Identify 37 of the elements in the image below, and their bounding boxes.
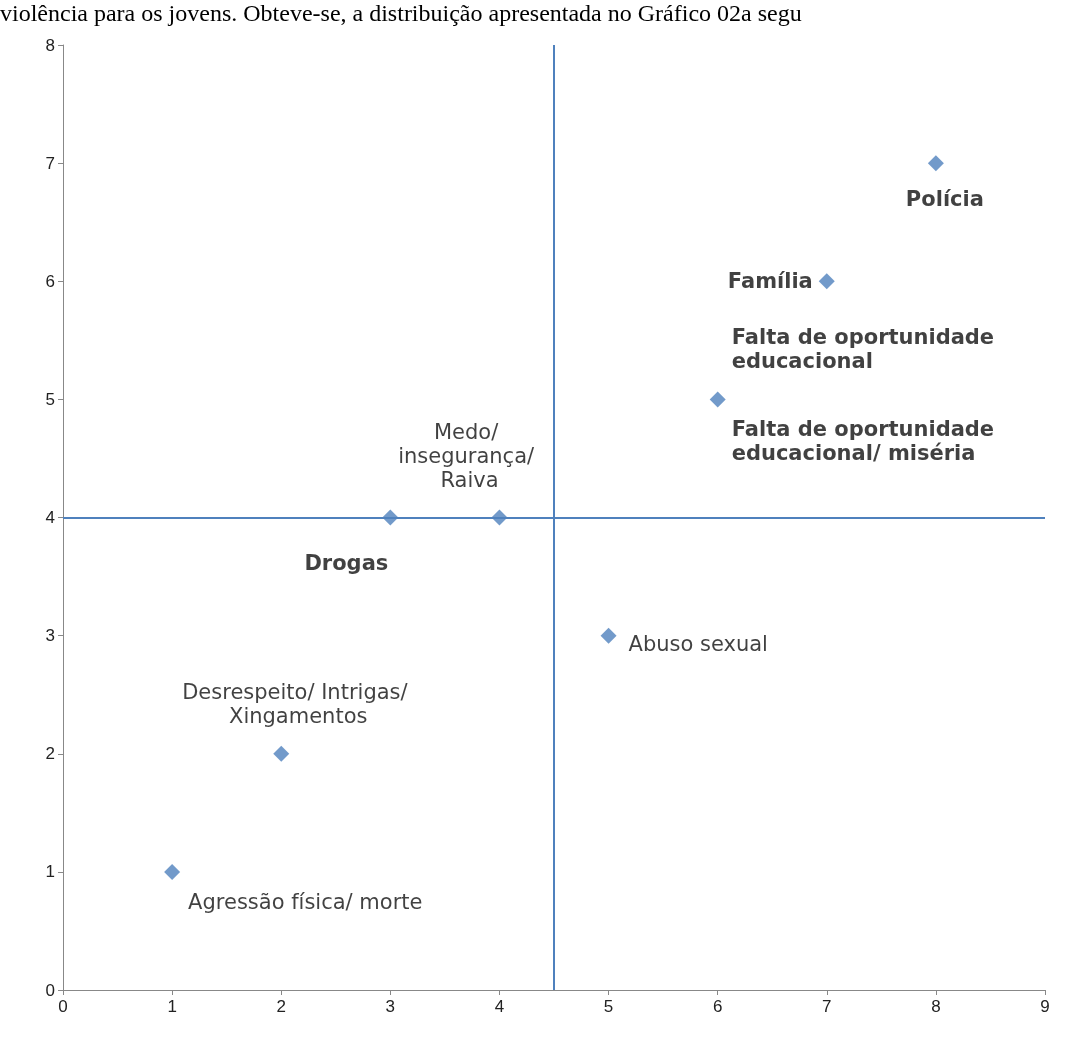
annotation: Falta de oportunidade educacional xyxy=(731,325,1002,374)
x-tick-label: 8 xyxy=(931,997,941,1016)
annotation: Polícia xyxy=(905,187,984,212)
y-tick-label: 3 xyxy=(45,626,55,646)
x-tick-label: 5 xyxy=(603,997,614,1016)
point xyxy=(818,273,835,290)
point xyxy=(164,863,181,880)
x-tick-label: 0 xyxy=(58,997,68,1016)
y-tick-label: 4 xyxy=(45,508,55,527)
y-tick-label: 2 xyxy=(45,744,55,764)
y-tick-label: 5 xyxy=(45,389,55,409)
annotation: Drogas xyxy=(304,550,389,575)
text: violência para os jovens. Obteve-se, a distribuição apresentada no Gráfico 02a segu xyxy=(0,0,802,27)
y-tick-label: 8 xyxy=(45,35,55,55)
y-tick-label: 0 xyxy=(45,980,55,1000)
point xyxy=(600,627,617,644)
annotation: Falta de oportunidade educacional/ miséria xyxy=(731,417,1002,466)
point xyxy=(927,155,944,172)
x-tick-label: 7 xyxy=(822,997,832,1016)
x-tick-label: 9 xyxy=(1040,997,1050,1016)
annotation: Medo/ insegurança/ Raiva xyxy=(398,419,541,492)
point xyxy=(273,745,290,762)
point xyxy=(709,391,726,408)
y-tick-label: 6 xyxy=(45,271,55,291)
x-tick-label: 4 xyxy=(494,997,505,1016)
point xyxy=(491,509,508,526)
x-tick-label: 3 xyxy=(385,997,396,1016)
x-tick-label: 6 xyxy=(712,997,723,1016)
annotation: Abuso sexual xyxy=(628,631,768,656)
x-tick-label: 2 xyxy=(276,997,286,1016)
y-tick-label: 1 xyxy=(45,862,55,882)
point xyxy=(382,509,399,526)
annotation: Agressão física/ morte xyxy=(188,889,423,914)
y-tick-label: 7 xyxy=(45,153,55,173)
annotation: Desrespeito/ Intrigas/ Xingamentos xyxy=(182,679,415,728)
annotation: Família xyxy=(727,269,813,294)
x-tick-label: 1 xyxy=(167,997,177,1016)
